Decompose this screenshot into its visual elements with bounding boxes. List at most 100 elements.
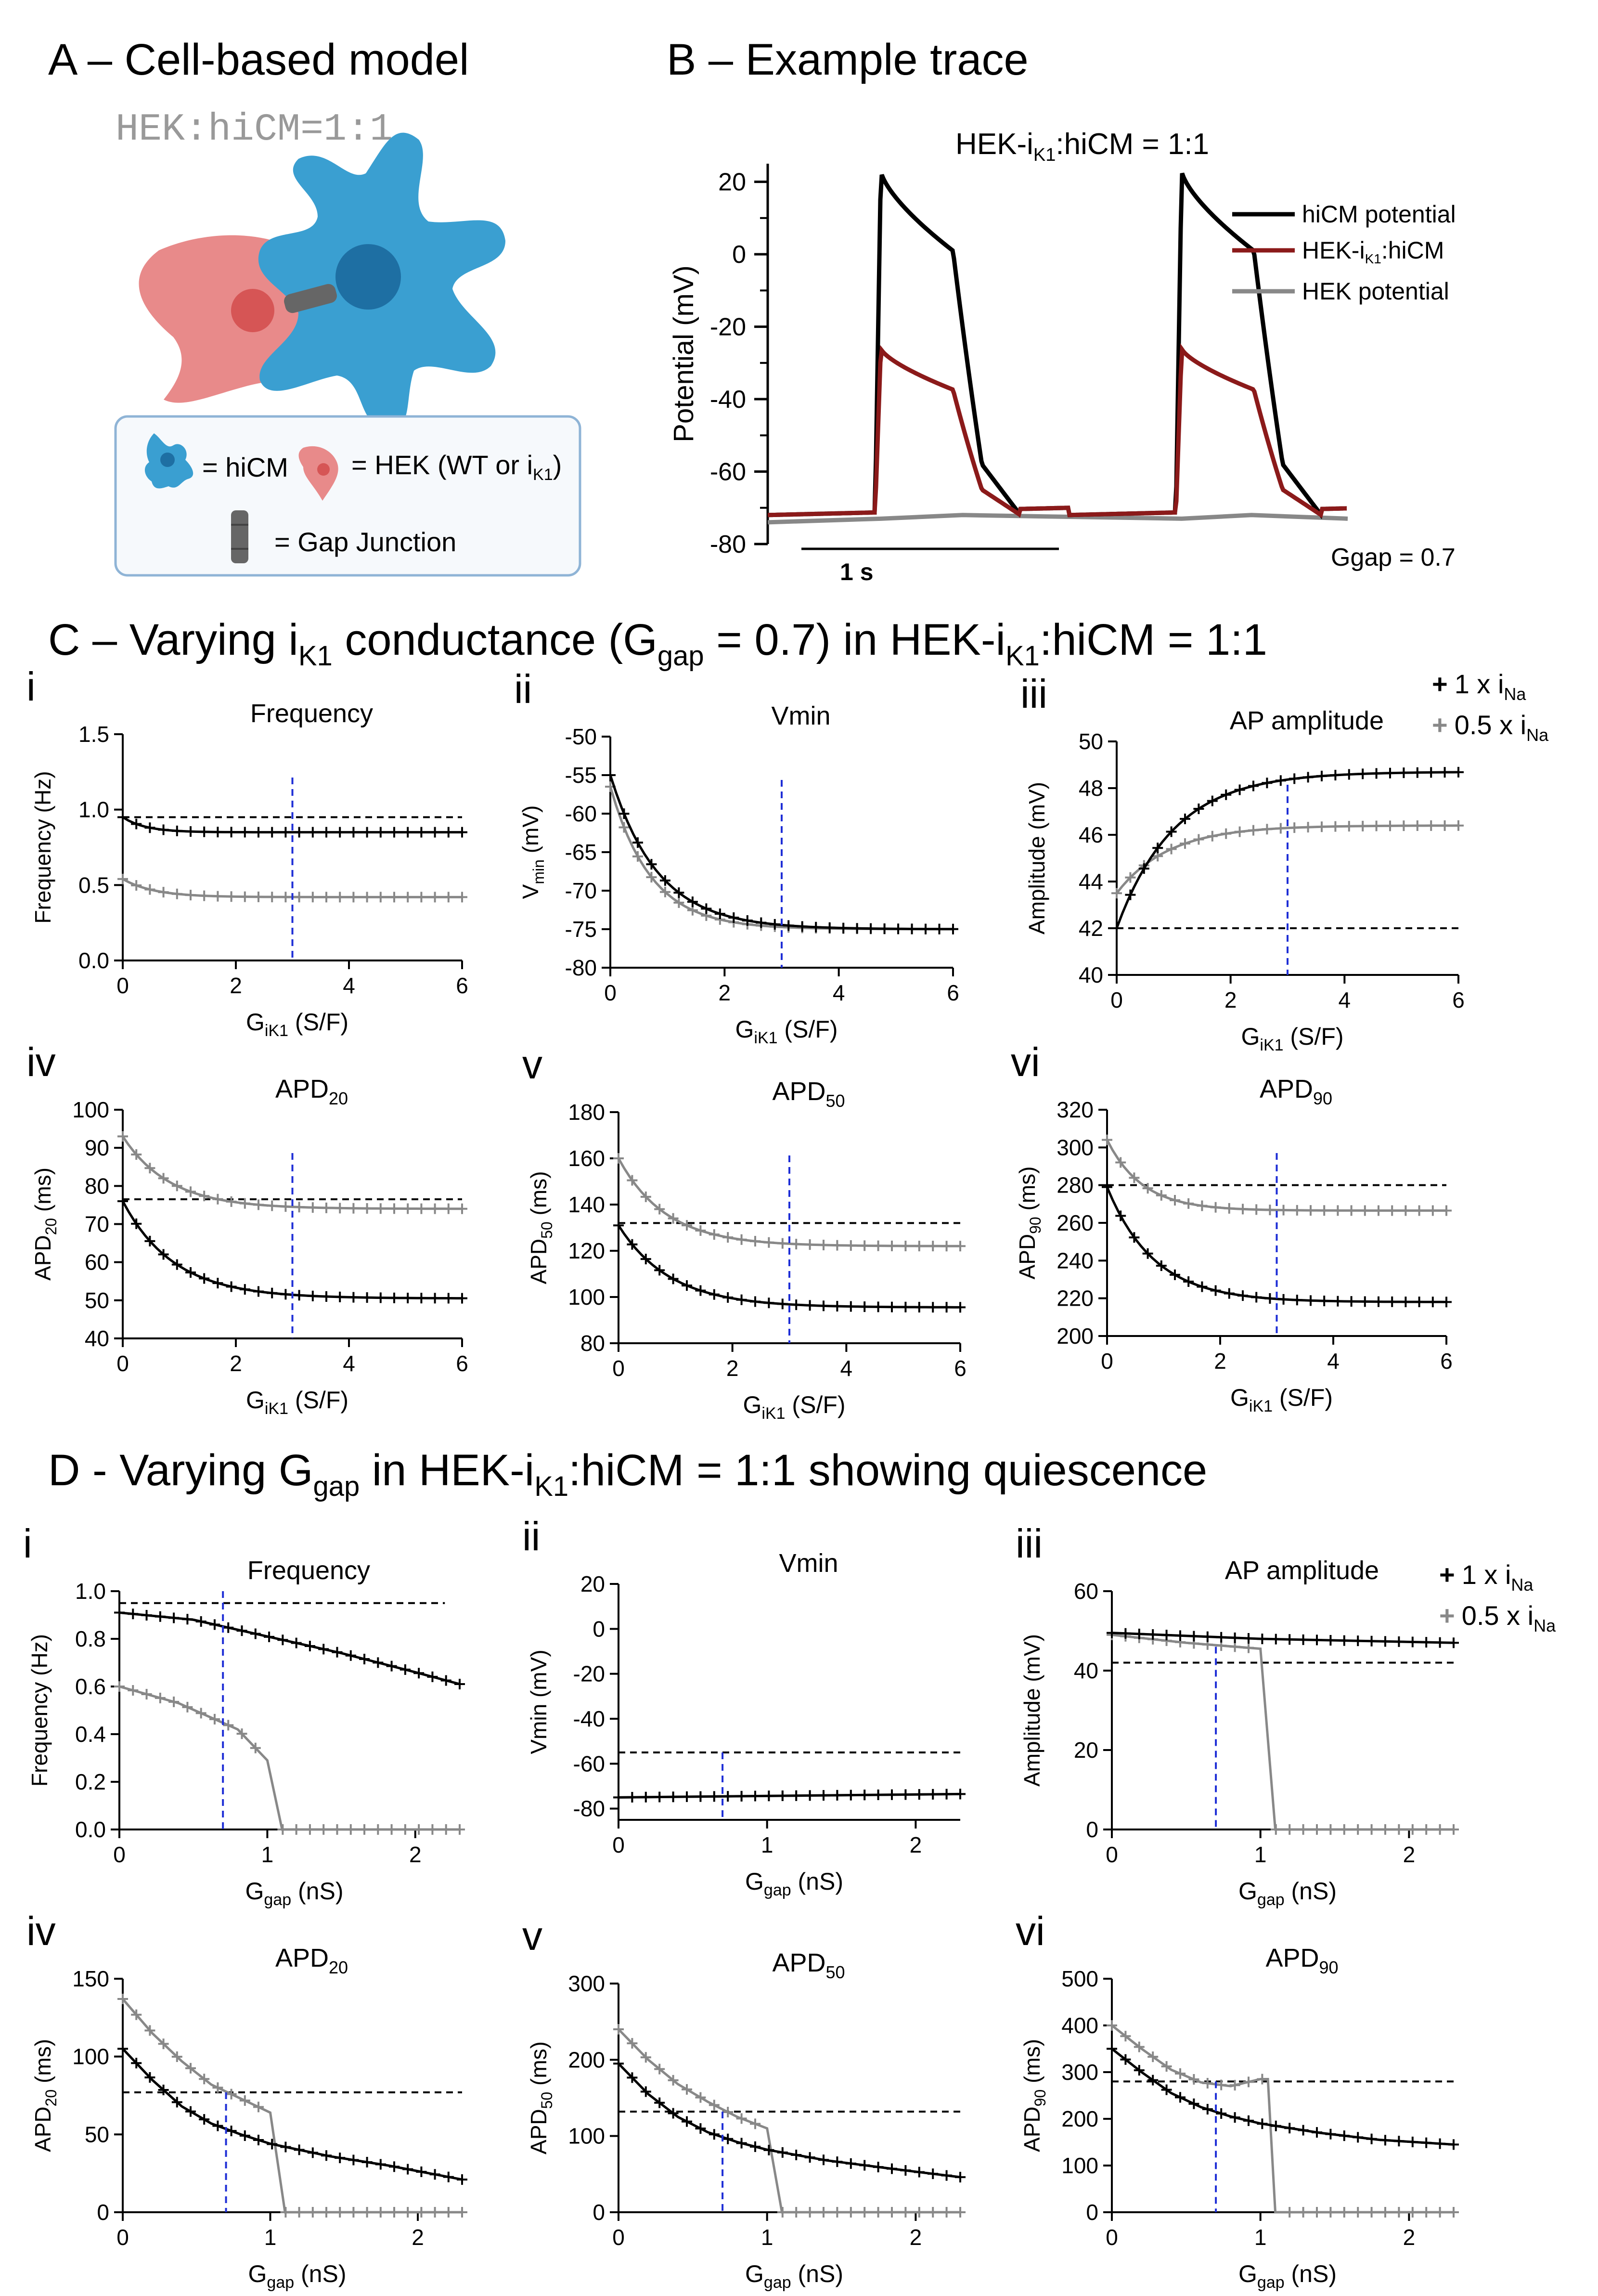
data-marker xyxy=(763,1790,774,1802)
data-marker xyxy=(659,875,670,886)
y-tick-label: 300 xyxy=(1057,1135,1094,1160)
data-marker xyxy=(141,1688,152,1699)
x-tick-label: 0 xyxy=(612,1356,625,1381)
data-marker xyxy=(307,1290,318,1301)
data-marker xyxy=(236,1728,247,1739)
chart-roman-Diii: iii xyxy=(1016,1521,1043,1566)
data-marker xyxy=(239,1284,250,1295)
data-marker xyxy=(117,873,128,884)
data-marker xyxy=(389,1292,400,1303)
y-tick-label: 0 xyxy=(593,1616,605,1641)
data-marker xyxy=(250,1628,261,1639)
data-marker xyxy=(1298,1824,1309,1835)
data-marker xyxy=(117,1131,128,1142)
data-marker xyxy=(454,1679,465,1690)
data-marker xyxy=(185,1267,196,1278)
data-marker xyxy=(818,1790,829,1801)
data-marker xyxy=(777,2207,788,2218)
series-line xyxy=(122,1998,462,2214)
chart-title-Civ: APD20 xyxy=(275,1075,348,1108)
data-marker xyxy=(253,1199,264,1210)
data-marker xyxy=(832,1240,843,1251)
data-marker xyxy=(335,2153,346,2164)
y-tick-label: -70 xyxy=(565,878,597,903)
data-marker xyxy=(832,1790,843,1801)
data-marker xyxy=(457,2174,467,2185)
data-marker xyxy=(199,826,210,837)
x-tick-label: 0 xyxy=(116,1351,129,1376)
trace-y-tick-label: -60 xyxy=(710,458,746,486)
y-tick-label: -80 xyxy=(573,1796,605,1821)
data-marker xyxy=(209,1713,220,1725)
chart-roman-Dvi: vi xyxy=(1016,1908,1045,1954)
data-marker xyxy=(199,890,210,901)
data-marker xyxy=(212,1278,223,1289)
data-marker xyxy=(1115,1157,1126,1168)
y-tick-label: 100 xyxy=(72,1097,109,1122)
data-marker xyxy=(1262,778,1273,789)
data-marker xyxy=(709,2100,720,2111)
data-marker xyxy=(859,2160,870,2171)
y-label: Amplitude (mV) xyxy=(1019,1634,1044,1787)
data-marker xyxy=(887,2207,897,2218)
panel-b-title: B – Example trace xyxy=(667,35,1029,84)
y-tick-label: 0.2 xyxy=(75,1769,106,1794)
data-marker xyxy=(736,1294,747,1305)
data-marker xyxy=(613,2058,624,2069)
data-marker xyxy=(859,2207,870,2218)
y-tick-label: 0 xyxy=(1086,1817,1098,1842)
legend-hicm-label: = hiCM xyxy=(202,452,288,482)
data-marker xyxy=(1120,2031,1131,2042)
data-marker xyxy=(1166,826,1177,837)
y-tick-label: -80 xyxy=(565,955,597,980)
data-marker xyxy=(117,2043,128,2054)
data-marker xyxy=(1332,1296,1343,1307)
legend-text-mixed: HEK-iK1:hiCM xyxy=(1302,237,1444,266)
data-marker xyxy=(1357,768,1368,779)
data-marker xyxy=(1366,2207,1377,2218)
data-marker xyxy=(199,1273,210,1284)
data-marker xyxy=(1264,1293,1276,1304)
data-marker xyxy=(416,892,427,903)
data-marker xyxy=(348,2154,359,2166)
data-marker xyxy=(1188,2074,1199,2085)
data-marker xyxy=(171,2051,182,2063)
data-marker xyxy=(1229,1641,1240,1652)
data-marker xyxy=(750,1790,760,1802)
data-marker xyxy=(1453,766,1464,778)
data-marker xyxy=(1366,1635,1377,1647)
data-marker xyxy=(1298,2125,1309,2136)
data-marker xyxy=(1102,1134,1112,1145)
data-marker xyxy=(1421,2207,1432,2218)
data-marker xyxy=(294,892,305,903)
data-marker xyxy=(375,892,386,903)
data-marker xyxy=(783,920,794,931)
data-marker xyxy=(440,1824,451,1835)
data-marker xyxy=(253,2134,264,2145)
trace-hek xyxy=(767,513,1348,525)
data-marker xyxy=(1385,820,1395,831)
data-marker xyxy=(158,2085,169,2096)
data-marker xyxy=(900,1240,911,1251)
chart-Div: iv APD20 0 50 100 150 0 1 2 Ggap (nS) APD20 (ms) xyxy=(26,1908,467,2292)
ratio-label: HEK:hiCM=1:1 xyxy=(116,108,393,152)
data-marker xyxy=(1400,1297,1411,1308)
data-marker xyxy=(144,822,155,833)
data-marker xyxy=(1284,2123,1295,2134)
data-marker xyxy=(955,2172,966,2183)
data-marker xyxy=(632,851,643,862)
x-tick-label: 0 xyxy=(1106,1842,1118,1867)
data-marker xyxy=(182,1701,193,1712)
data-marker xyxy=(1398,767,1409,778)
data-marker xyxy=(1439,820,1450,831)
data-marker xyxy=(332,1647,343,1658)
data-marker xyxy=(239,2095,250,2106)
data-marker xyxy=(416,1293,427,1304)
data-marker xyxy=(429,1293,440,1304)
data-marker xyxy=(280,1289,291,1300)
y-tick-label: 20 xyxy=(580,1571,605,1596)
y-tick-label: 500 xyxy=(1061,1966,1098,1991)
data-marker xyxy=(402,892,413,903)
data-marker xyxy=(1237,1204,1248,1215)
y-label: APD50 (ms) xyxy=(526,1171,555,1284)
